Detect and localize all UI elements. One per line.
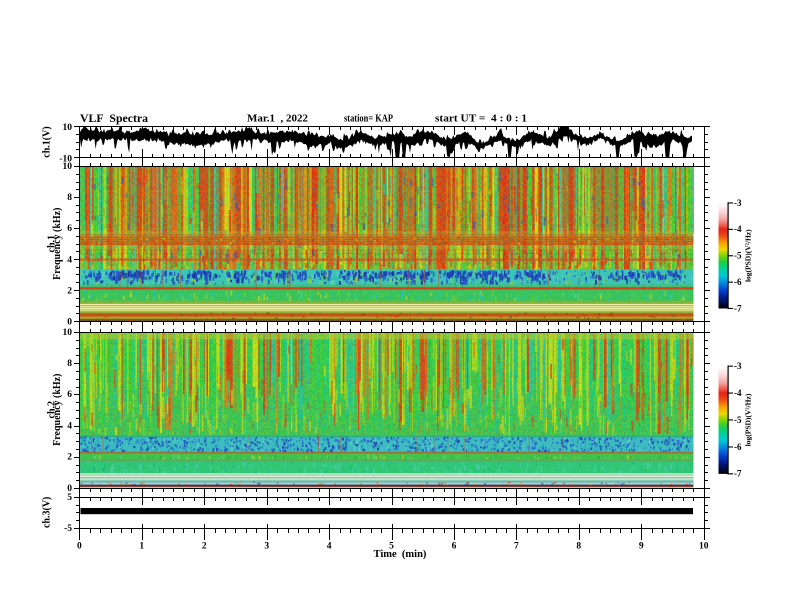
- svg-text:0: 0: [67, 484, 72, 494]
- svg-text:2: 2: [67, 453, 72, 463]
- svg-text:-4: -4: [734, 224, 742, 234]
- svg-text:6: 6: [67, 390, 72, 400]
- svg-text:8: 8: [67, 193, 72, 203]
- svg-text:-7: -7: [734, 303, 742, 313]
- svg-text:Time (min): Time (min): [374, 549, 427, 560]
- svg-text:8: 8: [576, 542, 581, 552]
- svg-text:6: 6: [67, 224, 72, 234]
- svg-text:4: 4: [327, 542, 332, 552]
- svg-text:-3: -3: [734, 198, 742, 208]
- svg-text:ch.1: ch.1: [47, 235, 58, 253]
- svg-text:2: 2: [67, 287, 72, 297]
- svg-text:Frequency (kHz): Frequency (kHz): [52, 374, 63, 446]
- svg-text:5: 5: [67, 493, 72, 503]
- svg-text:4: 4: [67, 422, 72, 432]
- svg-text:-7: -7: [734, 469, 742, 479]
- svg-text:log(PSD)(V²/Hz): log(PSD)(V²/Hz): [744, 229, 753, 282]
- svg-text:Mar.1 , 2022: Mar.1 , 2022: [247, 114, 308, 125]
- svg-text:5: 5: [389, 542, 394, 552]
- svg-text:10: 10: [63, 328, 73, 338]
- svg-text:-4: -4: [734, 388, 742, 398]
- svg-text:-3: -3: [734, 361, 742, 371]
- svg-text:6: 6: [452, 542, 457, 552]
- svg-text:-5: -5: [734, 251, 742, 261]
- svg-text:ch.3(V): ch.3(V): [42, 497, 53, 528]
- svg-text:-6: -6: [734, 442, 742, 452]
- svg-text:station= KAP: station= KAP: [344, 114, 393, 125]
- svg-text:10: 10: [63, 123, 73, 133]
- svg-text:Frequency (kHz): Frequency (kHz): [52, 208, 63, 280]
- svg-text:ch.2: ch.2: [47, 401, 58, 419]
- svg-text:VLF Spectra: VLF Spectra: [80, 111, 148, 125]
- svg-text:8: 8: [67, 359, 72, 369]
- svg-text:0: 0: [67, 318, 72, 328]
- svg-text:log(PSD)(V²/Hz): log(PSD)(V²/Hz): [744, 393, 753, 446]
- svg-text:0: 0: [77, 542, 82, 552]
- svg-text:3: 3: [264, 542, 269, 552]
- svg-text:9: 9: [639, 542, 644, 552]
- svg-text:-5: -5: [734, 415, 742, 425]
- svg-text:-5: -5: [64, 524, 72, 534]
- svg-text:2: 2: [202, 542, 207, 552]
- svg-text:-6: -6: [734, 277, 742, 287]
- svg-text:4: 4: [67, 255, 72, 265]
- svg-text:1: 1: [139, 542, 144, 552]
- svg-text:ch.1(V): ch.1(V): [42, 126, 53, 157]
- svg-text:start UT = 4 : 0 : 1: start UT = 4 : 0 : 1: [435, 114, 527, 125]
- svg-text:-10: -10: [59, 155, 72, 165]
- svg-text:7: 7: [514, 542, 519, 552]
- svg-text:10: 10: [699, 542, 709, 552]
- svg-text:10: 10: [63, 162, 73, 172]
